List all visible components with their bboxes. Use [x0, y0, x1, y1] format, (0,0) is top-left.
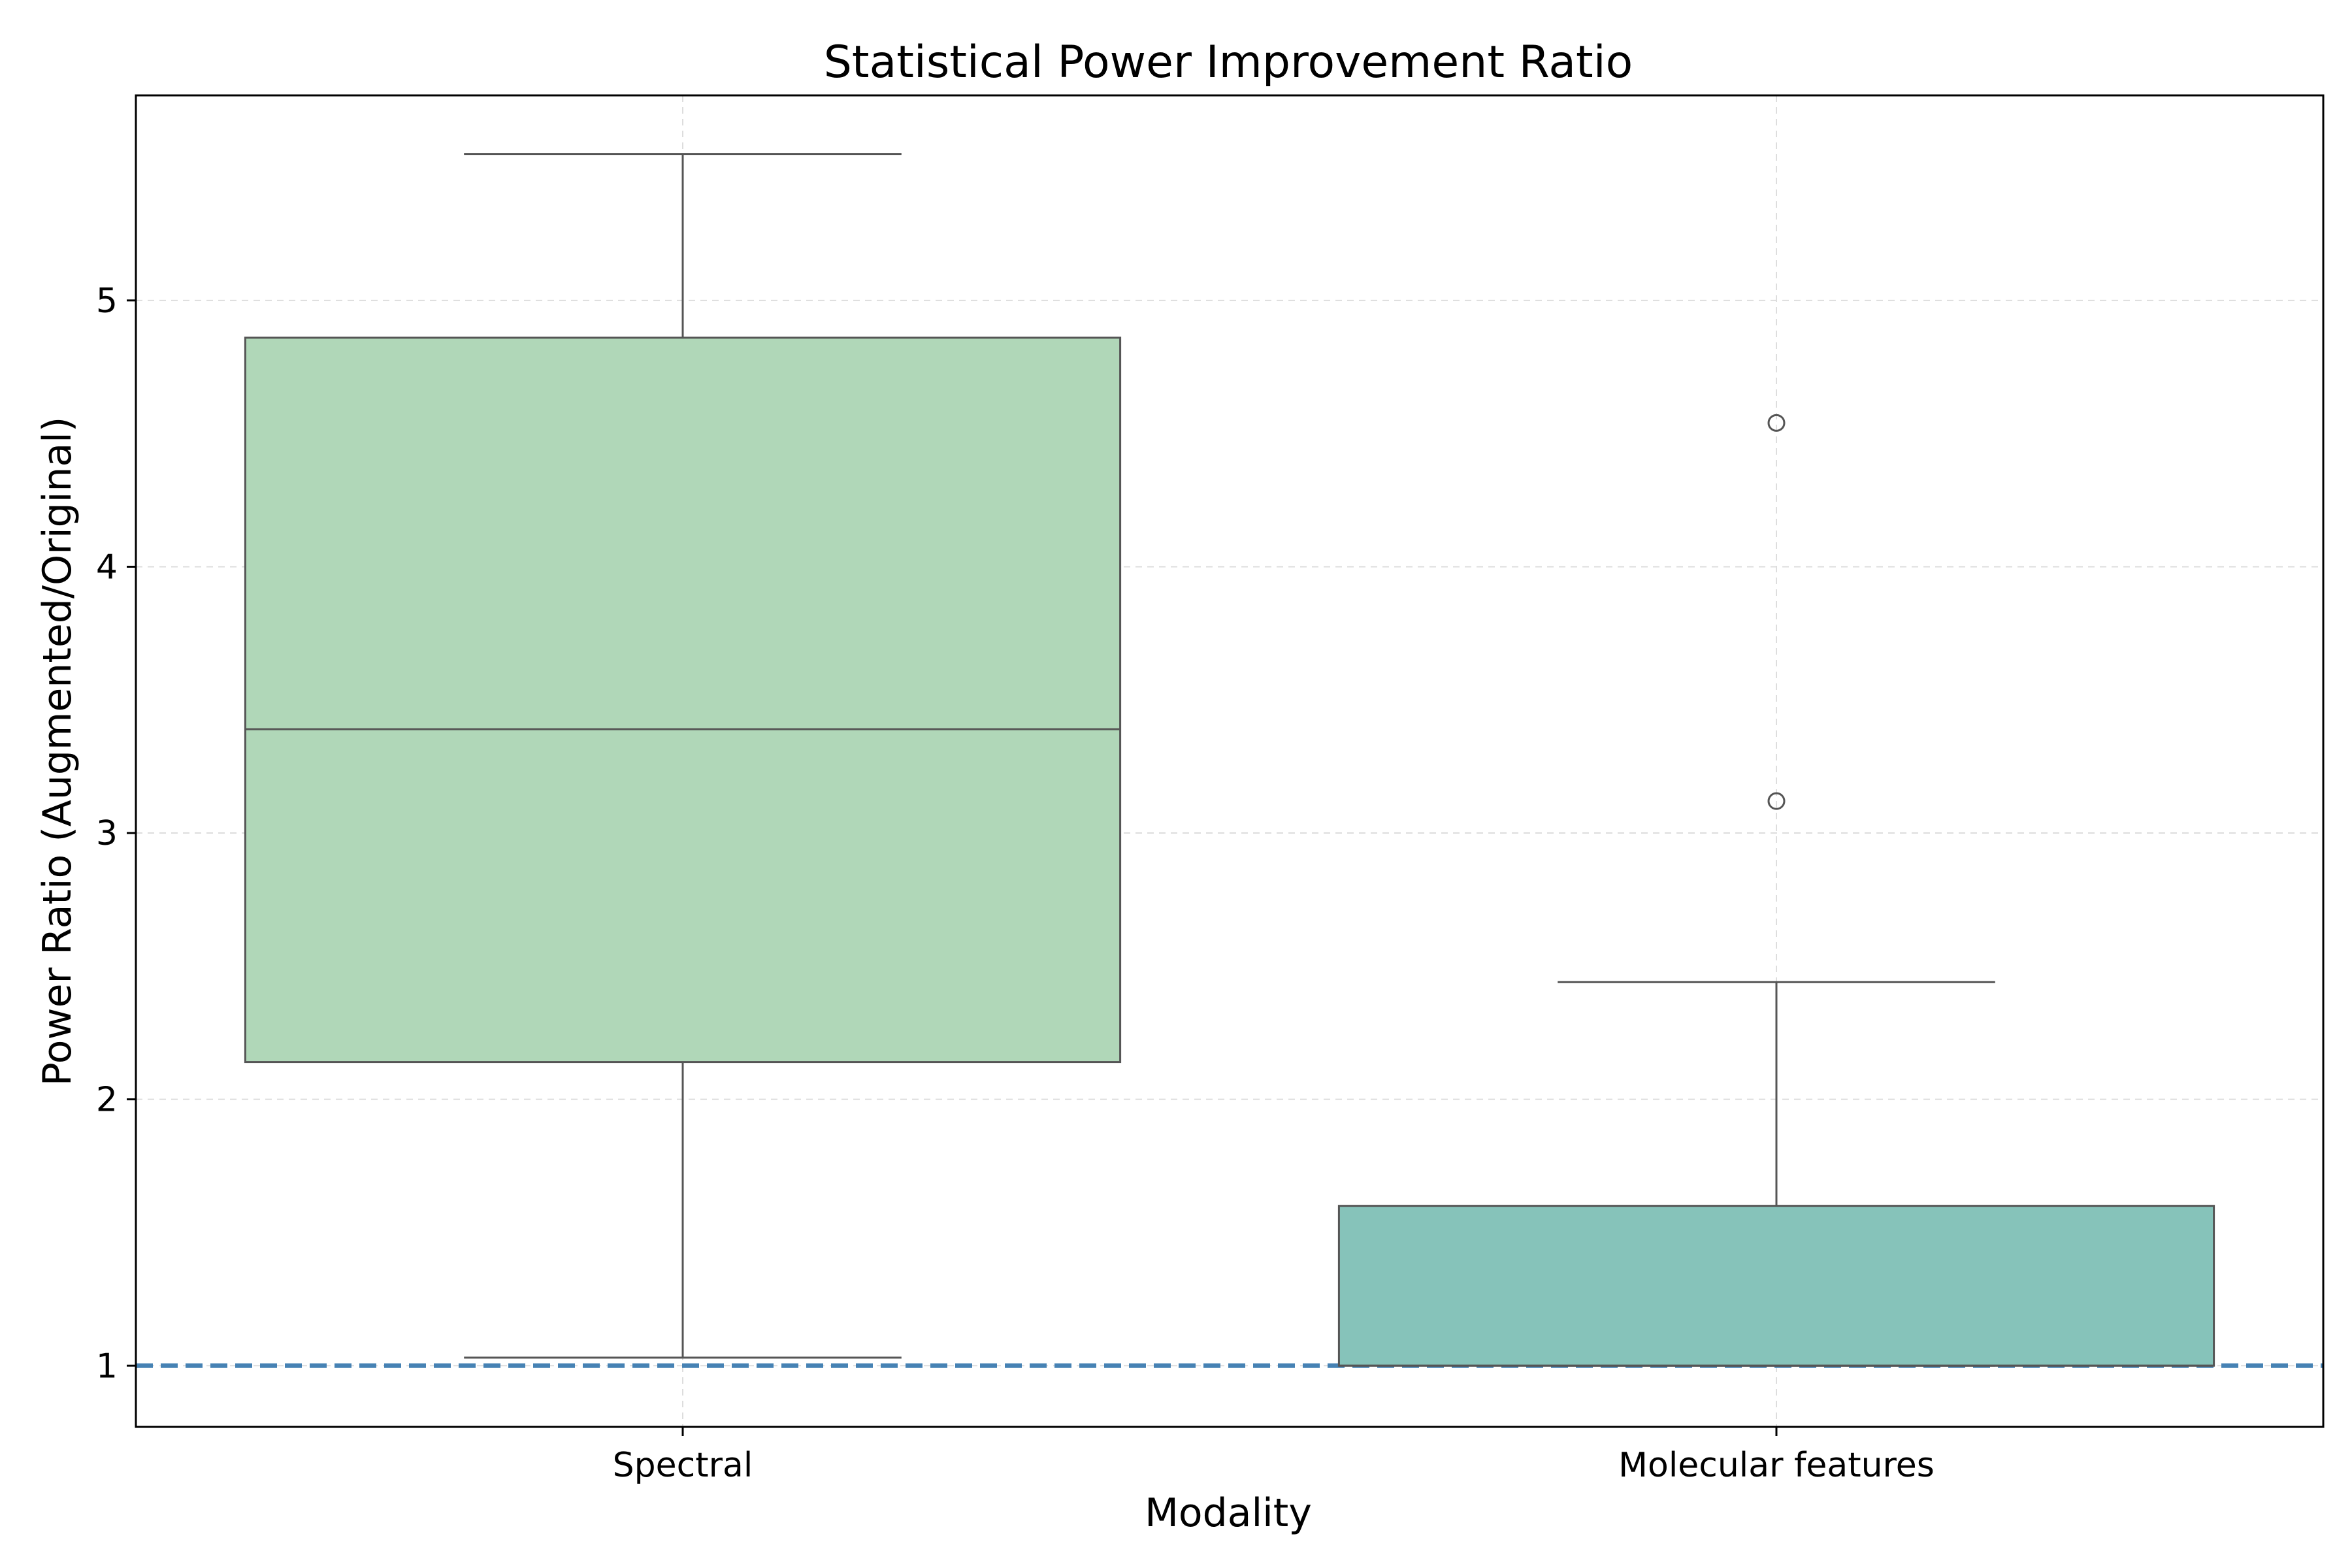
plot-frame	[135, 94, 2325, 1428]
y-tick-label: 4	[96, 547, 118, 587]
box-body	[244, 336, 1122, 1064]
ticks-layer: 1 2 3 4 5 Spectral Molecular features	[96, 282, 1935, 1485]
y-tick-label: 5	[96, 282, 118, 321]
x-tick-label: Molecular features	[1618, 1446, 1935, 1485]
outlier-point	[1767, 414, 1786, 432]
y-tick-label: 3	[96, 814, 118, 853]
chart-title: Statistical Power Improvement Ratio	[824, 37, 1633, 88]
y-axis-label: Power Ratio (Augmented/Original)	[35, 417, 80, 1086]
outlier-point	[1767, 792, 1786, 810]
boxes-layer	[244, 153, 2215, 1367]
x-axis-label: Modality	[1145, 1490, 1312, 1536]
box-group	[244, 153, 1122, 1359]
box-group	[1337, 414, 2215, 1367]
y-tick-label: 1	[96, 1347, 118, 1386]
y-tick-label: 2	[96, 1081, 118, 1120]
box-body	[1337, 1205, 2215, 1367]
x-tick-label: Spectral	[613, 1446, 753, 1485]
